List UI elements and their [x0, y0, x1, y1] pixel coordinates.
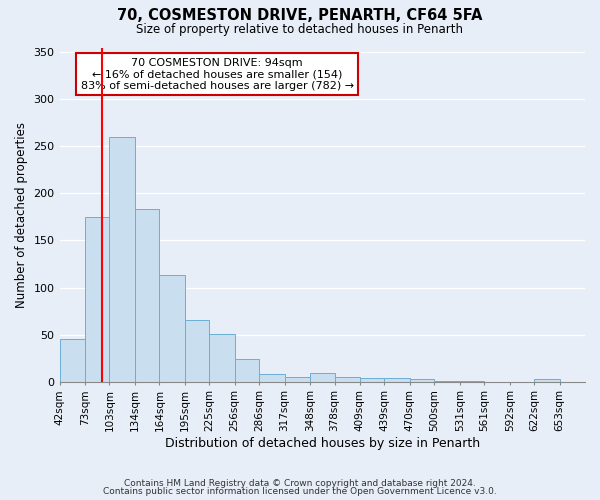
- Text: 70, COSMESTON DRIVE, PENARTH, CF64 5FA: 70, COSMESTON DRIVE, PENARTH, CF64 5FA: [117, 8, 483, 22]
- Bar: [385, 378, 410, 382]
- Text: Contains public sector information licensed under the Open Government Licence v3: Contains public sector information licen…: [103, 487, 497, 496]
- Bar: [434, 380, 460, 382]
- Bar: [185, 320, 209, 382]
- Bar: [235, 359, 259, 382]
- Bar: [85, 217, 109, 382]
- Text: Contains HM Land Registry data © Crown copyright and database right 2024.: Contains HM Land Registry data © Crown c…: [124, 478, 476, 488]
- X-axis label: Distribution of detached houses by size in Penarth: Distribution of detached houses by size …: [165, 437, 480, 450]
- Bar: [335, 377, 360, 382]
- Bar: [209, 334, 235, 382]
- Text: 70 COSMESTON DRIVE: 94sqm
← 16% of detached houses are smaller (154)
83% of semi: 70 COSMESTON DRIVE: 94sqm ← 16% of detac…: [80, 58, 354, 90]
- Bar: [460, 380, 484, 382]
- Bar: [310, 373, 335, 382]
- Bar: [109, 137, 135, 382]
- Bar: [284, 377, 310, 382]
- Bar: [160, 276, 185, 382]
- Text: Size of property relative to detached houses in Penarth: Size of property relative to detached ho…: [137, 22, 464, 36]
- Bar: [360, 378, 385, 382]
- Bar: [135, 210, 160, 382]
- Bar: [534, 379, 560, 382]
- Bar: [59, 340, 85, 382]
- Bar: [410, 379, 434, 382]
- Y-axis label: Number of detached properties: Number of detached properties: [15, 122, 28, 308]
- Bar: [259, 374, 284, 382]
